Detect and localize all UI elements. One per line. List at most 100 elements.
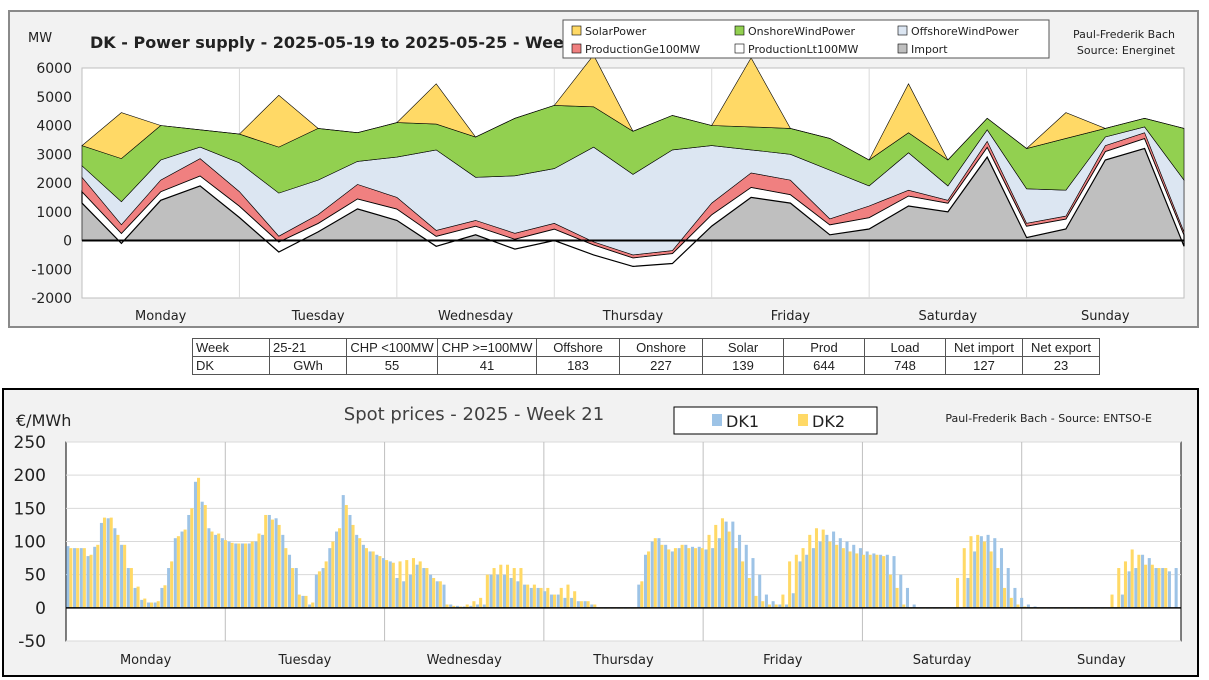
summary-header-row: Week 25-21 CHP <100MW CHP >=100MW Offshore On… <box>192 338 1100 357</box>
bar-dk1 <box>1167 571 1171 608</box>
bar-dk2 <box>821 529 825 608</box>
y-tick-label: 50 <box>24 566 46 586</box>
bar-dk2 <box>264 514 268 608</box>
bar-dk1 <box>872 553 876 608</box>
summary-data-cell: 139 <box>702 356 784 375</box>
y-tick-label: 0 <box>35 599 46 619</box>
day-label-sunday: Sunday <box>1081 309 1130 324</box>
bar-dk1 <box>556 594 560 608</box>
bar-dk1 <box>778 604 782 608</box>
bar-dk1 <box>429 574 433 608</box>
bar-dk2 <box>996 568 1000 608</box>
bar-dk2 <box>808 534 812 608</box>
bar-dk1 <box>1120 594 1124 608</box>
bar-dk2 <box>1110 594 1114 608</box>
bar-dk2 <box>156 601 160 608</box>
y-tick-label: 200 <box>14 466 46 486</box>
bar-dk2 <box>774 604 778 608</box>
bar-dk1 <box>173 538 177 608</box>
bar-dk2 <box>344 505 348 608</box>
bar-dk2 <box>982 541 986 608</box>
bar-dk1 <box>193 481 198 608</box>
bar-dk2 <box>720 518 724 608</box>
bar-dk1 <box>1026 604 1030 608</box>
bar-dk1 <box>86 556 90 608</box>
bar-dk2 <box>317 571 321 608</box>
bar-dk2 <box>526 584 530 608</box>
bar-dk2 <box>385 560 389 608</box>
bar-dk2 <box>653 538 657 608</box>
bar-dk2 <box>378 556 382 608</box>
bar-dk2 <box>532 584 536 608</box>
bar-dk2 <box>962 548 966 608</box>
bar-dk1 <box>899 574 903 608</box>
bar-dk2 <box>244 543 248 608</box>
summary-header-cell: Onshore <box>619 338 703 357</box>
bar-dk2 <box>311 602 315 608</box>
legend-label-dk2: DK2 <box>812 412 845 431</box>
bar-dk1 <box>764 594 768 608</box>
bar-dk2 <box>1016 604 1020 608</box>
bar-dk2 <box>324 561 328 608</box>
bar-dk1 <box>66 546 70 608</box>
bar-dk1 <box>549 594 553 608</box>
bar-dk1 <box>160 587 164 608</box>
bar-dk1 <box>261 534 265 608</box>
bar-dk1 <box>697 546 701 608</box>
bar-dk2 <box>438 581 442 608</box>
bar-dk2 <box>781 594 785 608</box>
bar-dk2 <box>519 568 523 608</box>
bar-dk2 <box>190 508 194 608</box>
bar-dk2 <box>647 551 651 608</box>
bar-dk1 <box>287 554 292 608</box>
y-tick-label: 150 <box>14 499 46 519</box>
bar-dk2 <box>680 544 684 608</box>
bar-dk1 <box>469 605 473 608</box>
bar-dk2 <box>888 574 892 608</box>
bar-dk1 <box>388 561 392 608</box>
spot-price-svg: €/MWh Spot prices - 2025 - Week 21 Paul-… <box>14 404 1182 668</box>
bar-dk2 <box>364 548 368 608</box>
bar-dk2 <box>895 587 899 608</box>
bar-dk1 <box>254 541 258 608</box>
bar-dk1 <box>435 581 439 608</box>
bar-dk2 <box>1123 561 1127 608</box>
y-tick-label: 5000 <box>36 90 72 106</box>
power-supply-chart: MW DK - Power supply - 2025-05-19 to 202… <box>8 10 1199 328</box>
bar-dk2 <box>673 548 677 608</box>
bar-dk1 <box>408 574 412 608</box>
bar-dk1 <box>187 514 191 608</box>
bar-dk2 <box>882 556 886 608</box>
bar-dk2 <box>123 544 127 608</box>
day-label-sunday: Sunday <box>1077 653 1126 668</box>
bar-dk1 <box>529 587 533 608</box>
bar-dk1 <box>798 561 802 608</box>
bar-dk2 <box>331 541 335 608</box>
bar-dk2 <box>116 534 120 608</box>
bar-dk1 <box>321 568 325 608</box>
supply-area-series <box>81 54 1185 268</box>
bar-dk1 <box>234 543 238 608</box>
bar-dk1 <box>543 591 547 608</box>
bar-dk1 <box>865 551 869 608</box>
bar-dk1 <box>301 595 305 608</box>
bar-dk2 <box>788 561 792 608</box>
bar-dk2 <box>976 534 980 608</box>
bar-dk2 <box>868 554 872 608</box>
bar-dk2 <box>405 560 409 608</box>
bar-dk1 <box>738 534 742 608</box>
bar-dk2 <box>96 544 100 608</box>
bar-dk1 <box>267 514 271 608</box>
bar-dk2 <box>660 544 664 608</box>
bar-dk2 <box>559 587 563 608</box>
bar-dk1 <box>1020 597 1024 608</box>
bar-dk2 <box>82 548 86 608</box>
bar-dk2 <box>828 541 832 608</box>
summary-header-cell: 25-21 <box>269 338 347 357</box>
bar-dk2 <box>727 531 731 608</box>
bar-dk2 <box>237 543 241 608</box>
bar-dk1 <box>664 544 668 608</box>
bar-dk1 <box>590 604 594 608</box>
bar-dk2 <box>391 562 395 608</box>
y-tick-label: 4000 <box>36 119 72 135</box>
